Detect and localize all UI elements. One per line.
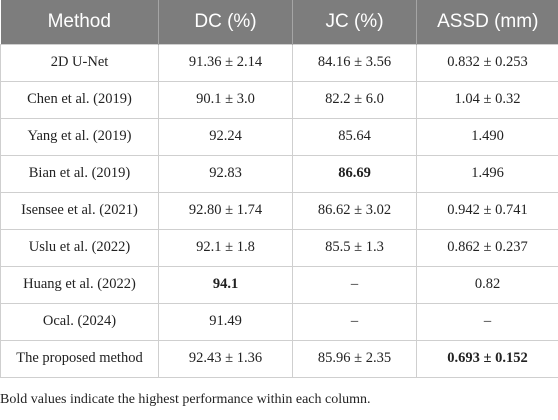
cell-jc: – [292,302,417,341]
bold-value: 0.693 ± 0.152 [447,350,528,366]
cell-method: Chen et al. (2019) [0,80,159,119]
cell-jc: 84.16 ± 3.56 [292,43,417,82]
cell-dc: 91.36 ± 2.14 [158,43,293,82]
cell-assd: 0.832 ± 0.253 [416,43,558,82]
bold-value: 86.69 [338,165,371,181]
cell-dc: 92.80 ± 1.74 [158,191,293,230]
header-assd: ASSD (mm) [416,0,558,44]
header-method: Method [47,10,111,32]
table-row: Isensee et al. (2021) 92.80 ± 1.74 86.62 ±… [0,191,558,230]
cell-method: Isensee et al. (2021) [0,191,159,230]
table-body: 2D U-Net 91.36 ± 2.14 84.16 ± 3.56 0.832 ± … [0,43,558,378]
cell-jc: 85.5 ± 1.3 [292,228,417,267]
cell-dc: 92.43 ± 1.36 [158,339,293,378]
cell-dc: 91.49 [158,302,293,341]
cell-assd: 1.490 [416,117,558,156]
cell-method: Ocal. (2024) [0,302,159,341]
cell-assd: 1.496 [416,154,558,193]
header-jc: JC (%) [292,0,417,44]
table-row: Chen et al. (2019) 90.1 ± 3.0 82.2 ± 6.0 1.… [0,80,558,119]
cell-method: The proposed method [0,339,159,378]
table-header: Method DC (%) JC (%) ASSD (mm) [0,0,558,44]
bold-value: 94.1 [212,276,239,292]
cell-jc: – [292,265,417,304]
cell-jc: 82.2 ± 6.0 [292,80,417,119]
results-table: Method DC (%) JC (%) ASSD (mm) 2D U-Net 9… [0,0,558,378]
cell-jc: 85.96 ± 2.35 [292,339,417,378]
table-row: Ocal. (2024) 91.49– – [0,302,558,341]
table-row: Huang et al. (2022) 94.1 –0.82 [0,265,558,304]
table-row: Yang et al. (2019) 92.24 85.64 1.490 [0,117,558,156]
cell-assd: 0.862 ± 0.237 [416,228,558,267]
cell-method: 2D U-Net [0,43,159,82]
cell-dc: 92.24 [158,117,293,156]
table-row: Bian et al. (2019) 92.83 86.69 1.496 [0,154,558,193]
cell-assd: 0.693 ± 0.152 [416,339,558,378]
cell-assd: 0.82 [416,265,558,304]
cell-method: Uslu et al. (2022) [0,228,159,267]
results-table-container: Method DC (%) JC (%) ASSD (mm) 2D U-Net 9… [0,0,558,378]
cell-dc: 92.83 [158,154,293,193]
cell-method: Yang et al. (2019) [0,117,159,156]
cell-assd: 0.942 ± 0.741 [416,191,558,230]
cell-jc: 86.69 [292,154,417,193]
cell-assd: 1.04 ± 0.32 [416,80,558,119]
cell-dc: 94.1 [158,265,293,304]
table-footnote: Bold values indicate the highest perform… [0,392,371,407]
cell-assd: – [416,302,558,341]
cell-jc: 86.62 ± 3.02 [292,191,417,230]
cell-dc: 90.1 ± 3.0 [158,80,293,119]
cell-dc: 92.1 ± 1.8 [158,228,293,267]
header-row: Method DC (%) JC (%) ASSD (mm) [0,0,558,44]
table-row: Uslu et al. (2022) 92.1 ± 1.8 85.5 ± 1.3 0.… [0,228,558,267]
header-dc: DC (%) [158,0,293,44]
cell-method: Bian et al. (2019) [0,154,159,193]
cell-method: Huang et al. (2022) [0,265,159,304]
table-row: 2D U-Net 91.36 ± 2.14 84.16 ± 3.56 0.832 ± … [0,43,558,82]
cell-jc: 85.64 [292,117,417,156]
table-row: The proposed method 92.43 ± 1.36 85.96 ± 2… [0,339,558,378]
